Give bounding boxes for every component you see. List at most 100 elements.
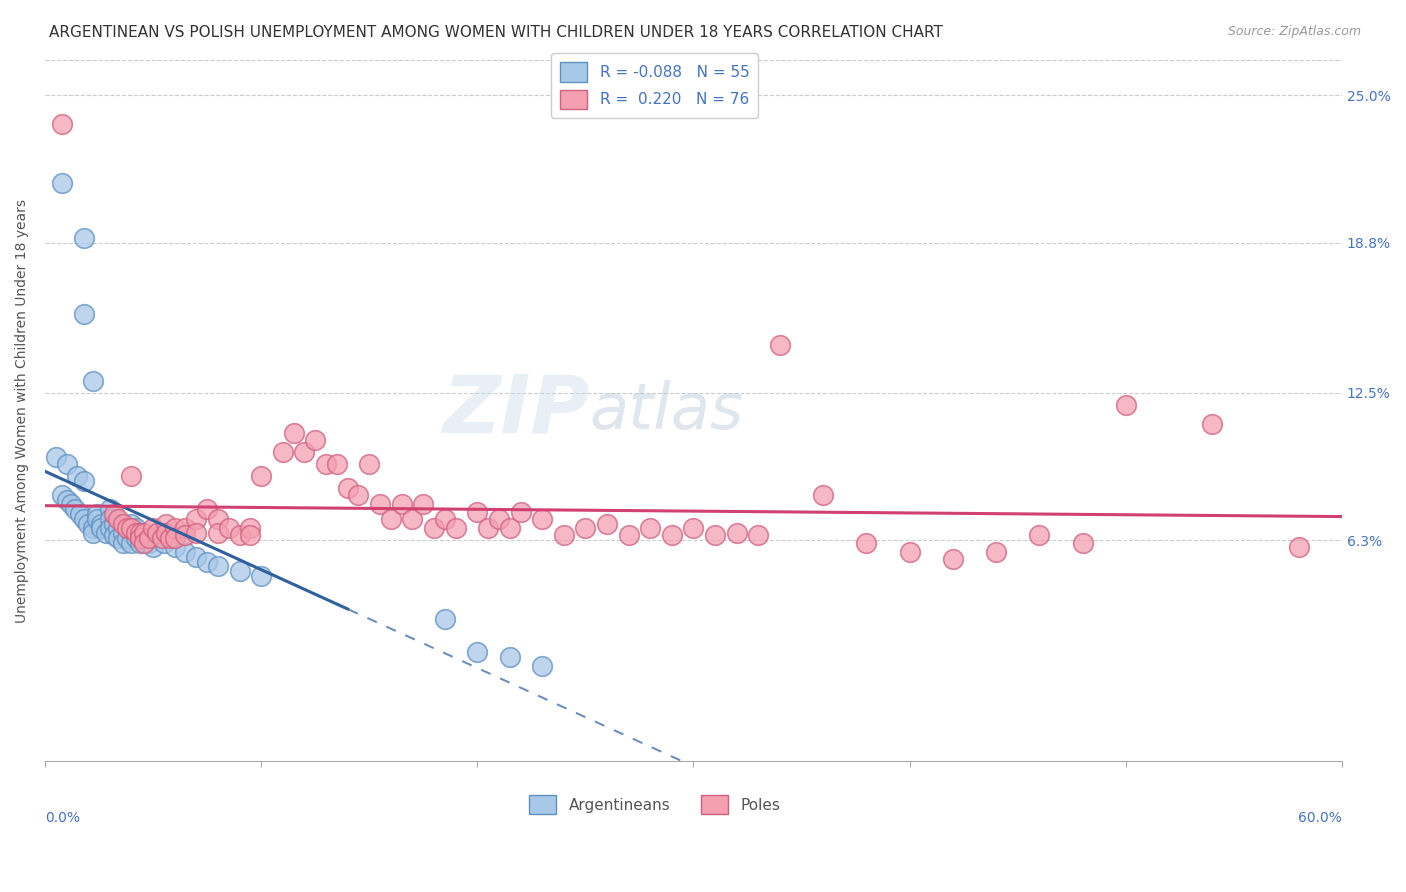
Point bbox=[138, 535, 160, 549]
Point bbox=[138, 531, 160, 545]
Point bbox=[499, 649, 522, 664]
Point bbox=[159, 531, 181, 545]
Point bbox=[368, 498, 391, 512]
Point bbox=[1071, 535, 1094, 549]
Point bbox=[195, 555, 218, 569]
Point bbox=[98, 512, 121, 526]
Point bbox=[150, 531, 173, 545]
Point bbox=[401, 512, 423, 526]
Point bbox=[747, 528, 769, 542]
Text: atlas: atlas bbox=[589, 379, 744, 442]
Point bbox=[103, 516, 125, 531]
Point bbox=[90, 521, 112, 535]
Point bbox=[574, 521, 596, 535]
Point bbox=[103, 507, 125, 521]
Point bbox=[661, 528, 683, 542]
Point bbox=[65, 502, 87, 516]
Point bbox=[531, 659, 554, 673]
Point bbox=[111, 516, 134, 531]
Point bbox=[423, 521, 446, 535]
Point bbox=[638, 521, 661, 535]
Point bbox=[465, 645, 488, 659]
Y-axis label: Unemployment Among Women with Children Under 18 years: Unemployment Among Women with Children U… bbox=[15, 199, 30, 623]
Point bbox=[271, 445, 294, 459]
Point bbox=[51, 117, 73, 131]
Point bbox=[73, 231, 96, 245]
Text: 0.0%: 0.0% bbox=[45, 811, 80, 824]
Point bbox=[174, 528, 197, 542]
Point bbox=[98, 521, 121, 535]
Point bbox=[433, 512, 456, 526]
Text: ARGENTINEAN VS POLISH UNEMPLOYMENT AMONG WOMEN WITH CHILDREN UNDER 18 YEARS CORR: ARGENTINEAN VS POLISH UNEMPLOYMENT AMONG… bbox=[49, 25, 943, 40]
Point bbox=[107, 521, 129, 535]
Point bbox=[186, 512, 208, 526]
Point bbox=[111, 526, 134, 541]
Point bbox=[488, 512, 510, 526]
Point bbox=[155, 526, 177, 541]
Point bbox=[682, 521, 704, 535]
Point bbox=[725, 526, 748, 541]
Point bbox=[73, 474, 96, 488]
Point bbox=[129, 526, 152, 541]
Point bbox=[359, 457, 381, 471]
Point bbox=[250, 569, 273, 583]
Point bbox=[499, 521, 522, 535]
Point bbox=[125, 531, 148, 545]
Point bbox=[82, 521, 104, 535]
Point bbox=[134, 526, 156, 541]
Point bbox=[1201, 417, 1223, 431]
Point bbox=[433, 612, 456, 626]
Point bbox=[380, 512, 402, 526]
Point bbox=[120, 526, 142, 541]
Point bbox=[984, 545, 1007, 559]
Point bbox=[69, 507, 91, 521]
Point bbox=[207, 526, 229, 541]
Point bbox=[142, 541, 165, 555]
Point bbox=[239, 528, 262, 542]
Point bbox=[304, 434, 326, 448]
Point bbox=[142, 521, 165, 535]
Point bbox=[129, 531, 152, 545]
Text: 60.0%: 60.0% bbox=[1298, 811, 1341, 824]
Text: Source: ZipAtlas.com: Source: ZipAtlas.com bbox=[1227, 25, 1361, 38]
Point bbox=[336, 481, 359, 495]
Point bbox=[45, 450, 67, 464]
Point bbox=[163, 521, 186, 535]
Point bbox=[811, 488, 834, 502]
Point bbox=[163, 531, 186, 545]
Point bbox=[90, 516, 112, 531]
Point bbox=[125, 521, 148, 535]
Point bbox=[55, 492, 77, 507]
Point bbox=[55, 457, 77, 471]
Point bbox=[283, 426, 305, 441]
Point bbox=[326, 457, 349, 471]
Point bbox=[153, 535, 176, 549]
Point bbox=[125, 526, 148, 541]
Point bbox=[142, 531, 165, 545]
Point bbox=[146, 526, 169, 541]
Point bbox=[111, 535, 134, 549]
Point bbox=[315, 457, 337, 471]
Point bbox=[391, 498, 413, 512]
Point bbox=[250, 469, 273, 483]
Point bbox=[115, 531, 138, 545]
Point bbox=[82, 374, 104, 388]
Point bbox=[186, 526, 208, 541]
Legend: Argentineans, Poles: Argentineans, Poles bbox=[523, 789, 786, 821]
Point bbox=[617, 528, 640, 542]
Point bbox=[103, 528, 125, 542]
Point bbox=[412, 498, 434, 512]
Point bbox=[51, 177, 73, 191]
Point bbox=[228, 528, 250, 542]
Point bbox=[73, 307, 96, 321]
Point bbox=[942, 552, 965, 566]
Point bbox=[186, 549, 208, 564]
Point bbox=[531, 512, 554, 526]
Point bbox=[66, 469, 89, 483]
Point bbox=[120, 516, 142, 531]
Point bbox=[347, 488, 370, 502]
Point bbox=[98, 502, 121, 516]
Point bbox=[51, 488, 73, 502]
Point bbox=[107, 512, 129, 526]
Point bbox=[1115, 398, 1137, 412]
